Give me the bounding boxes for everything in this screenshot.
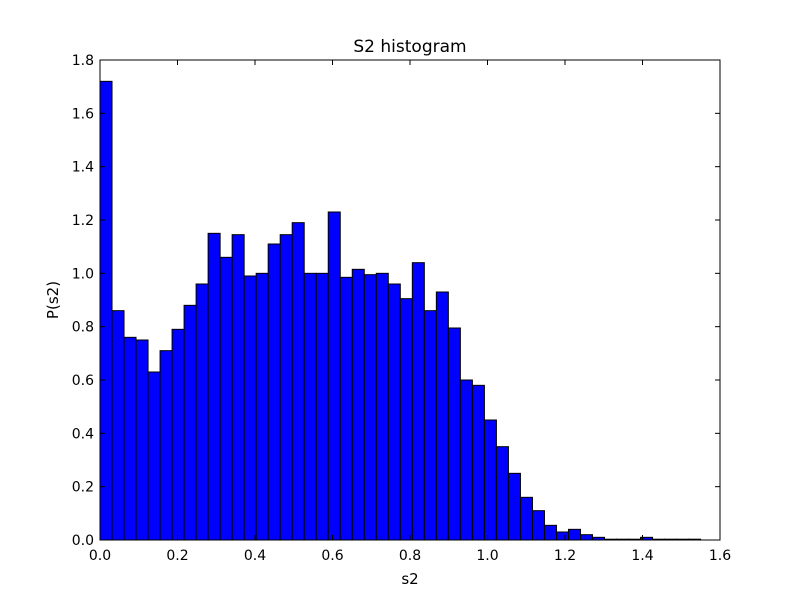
x-tick-label: 1.0 <box>476 548 498 564</box>
bars-group <box>99 80 702 541</box>
histogram-bar <box>159 350 173 541</box>
y-tick-label: 1.8 <box>72 53 94 69</box>
y-tick-label: 1.4 <box>72 160 94 176</box>
y-tick-label: 0.2 <box>72 480 94 496</box>
histogram-bar <box>135 339 149 541</box>
histogram-bar <box>351 268 365 541</box>
x-tick-label: 0.6 <box>321 548 343 564</box>
histogram-bar <box>207 232 221 541</box>
histogram-bar <box>495 446 509 541</box>
y-tick-label: 0.8 <box>72 320 94 336</box>
histogram-bar <box>423 310 437 541</box>
histogram-bar <box>459 379 473 541</box>
y-axis-label: P(s2) <box>44 281 62 319</box>
y-axis: 0.0 0.2 0.4 0.6 0.8 1.0 1.2 1.4 1.6 1.8 <box>72 53 720 549</box>
x-tick-label: 0.0 <box>89 548 111 564</box>
histogram-bar <box>255 272 269 541</box>
x-tick-label: 1.2 <box>554 548 576 564</box>
x-tick-label: 1.6 <box>709 548 731 564</box>
histogram-bar <box>531 510 545 541</box>
y-tick-label: 1.0 <box>72 266 94 282</box>
histogram-bar <box>111 310 125 541</box>
histogram-bar <box>303 272 317 541</box>
histogram-bar <box>555 531 569 541</box>
histogram-bar <box>519 496 533 541</box>
histogram-bar <box>183 304 197 541</box>
histogram-bar <box>399 298 413 541</box>
histogram-bar <box>291 222 305 541</box>
histogram-bar <box>580 534 594 541</box>
x-tick-label: 0.8 <box>399 548 421 564</box>
histogram-bar <box>339 276 353 541</box>
x-tick-label: 0.2 <box>166 548 188 564</box>
histogram-bar <box>123 336 137 541</box>
y-tick-label: 0.0 <box>72 533 94 549</box>
histogram-bar <box>231 234 245 541</box>
histogram-bar <box>363 274 377 541</box>
x-tick-label: 0.4 <box>244 548 266 564</box>
histogram-bar <box>195 283 209 541</box>
histogram-bar <box>219 256 233 541</box>
histogram-bar <box>387 283 401 541</box>
x-axis: 0.0 0.2 0.4 0.6 0.8 1.0 1.2 1.4 1.6 <box>89 60 731 564</box>
histogram-bar <box>435 291 449 541</box>
histogram-bar <box>171 328 185 541</box>
histogram-bar <box>267 243 281 541</box>
histogram-bar <box>99 80 113 541</box>
x-tick-label: 1.4 <box>631 548 653 564</box>
histogram-bar <box>327 211 341 541</box>
histogram-bar <box>447 327 461 541</box>
histogram-bar <box>315 272 329 541</box>
histogram-bar <box>279 234 293 541</box>
histogram-bar <box>147 371 161 541</box>
histogram-bar <box>471 384 485 541</box>
x-axis-label: s2 <box>401 570 418 588</box>
y-tick-label: 1.2 <box>72 213 94 229</box>
histogram-bar <box>507 472 521 541</box>
y-tick-label: 0.6 <box>72 373 94 389</box>
histogram-bar <box>567 528 581 541</box>
histogram-bar <box>483 419 497 541</box>
y-tick-label: 0.4 <box>72 426 94 442</box>
chart-title: S2 histogram <box>353 37 466 57</box>
histogram-bar <box>411 262 425 541</box>
y-tick-label: 1.6 <box>72 106 94 122</box>
histogram-bar <box>543 524 557 541</box>
histogram-bar <box>375 272 389 541</box>
histogram-bar <box>243 275 257 541</box>
